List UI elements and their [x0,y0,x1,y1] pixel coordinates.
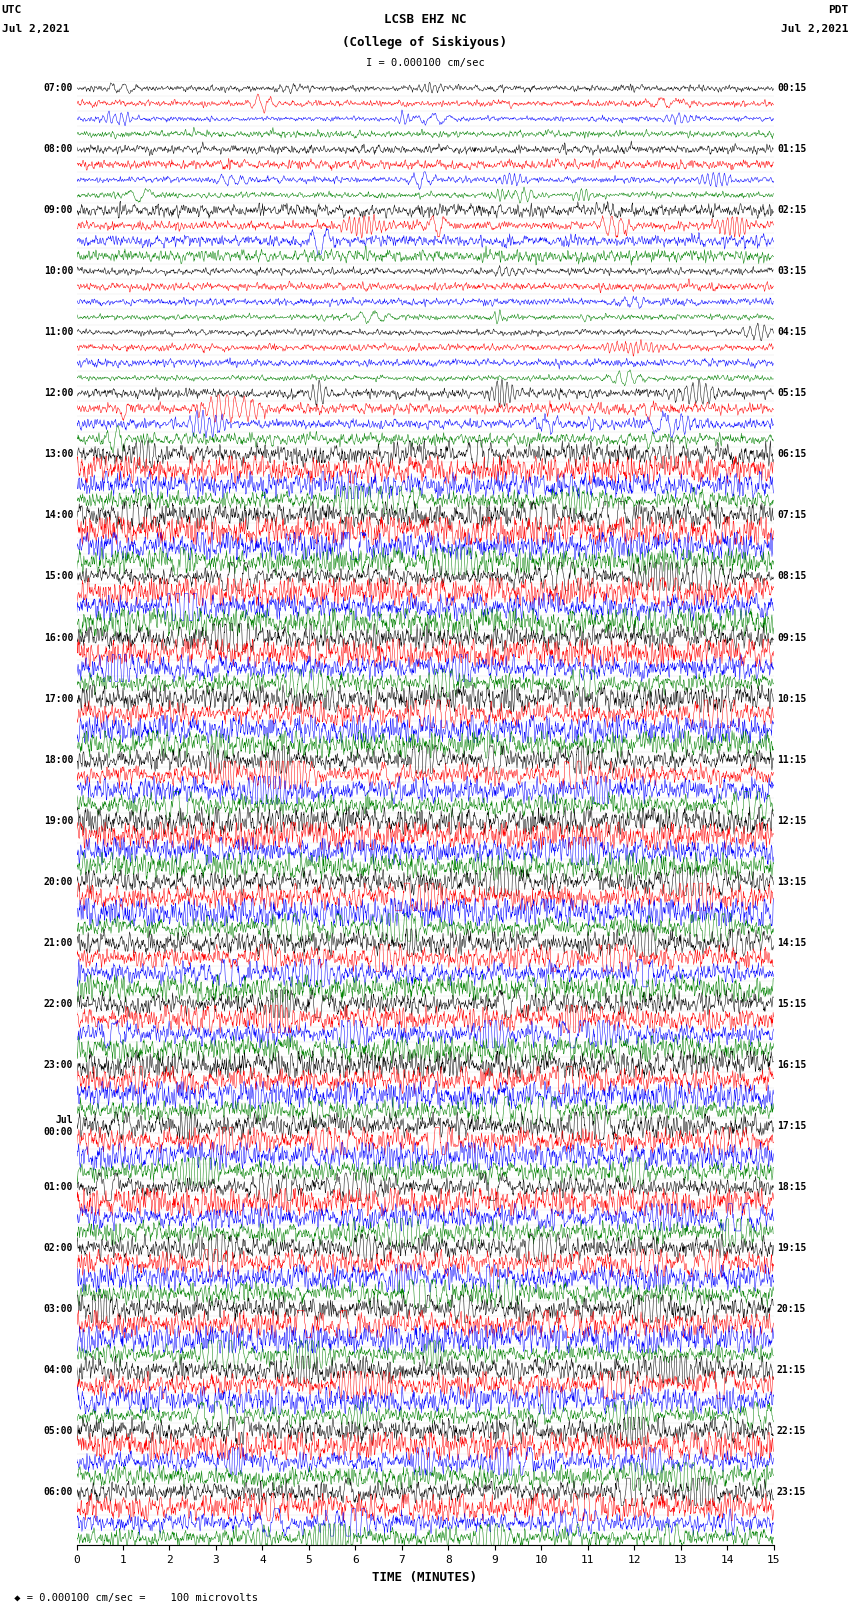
Text: PDT: PDT [828,5,848,15]
Text: 04:00: 04:00 [43,1365,73,1374]
Text: 08:00: 08:00 [43,144,73,155]
Text: 15:00: 15:00 [43,571,73,581]
Text: 07:15: 07:15 [777,510,807,521]
Text: 12:15: 12:15 [777,816,807,826]
Text: 12:00: 12:00 [43,389,73,398]
Text: 06:15: 06:15 [777,450,807,460]
Text: 20:00: 20:00 [43,876,73,887]
Text: 09:15: 09:15 [777,632,807,642]
Text: 18:00: 18:00 [43,755,73,765]
Text: 06:00: 06:00 [43,1487,73,1497]
Text: 17:00: 17:00 [43,694,73,703]
Text: 02:15: 02:15 [777,205,807,215]
Text: 10:15: 10:15 [777,694,807,703]
Text: 00:15: 00:15 [777,84,807,94]
Text: Jul 2,2021: Jul 2,2021 [2,24,69,34]
Text: 08:15: 08:15 [777,571,807,581]
X-axis label: TIME (MINUTES): TIME (MINUTES) [372,1571,478,1584]
Text: I = 0.000100 cm/sec: I = 0.000100 cm/sec [366,58,484,68]
Text: 10:00: 10:00 [43,266,73,276]
Text: ◆ = 0.000100 cm/sec =    100 microvolts: ◆ = 0.000100 cm/sec = 100 microvolts [8,1594,258,1603]
Text: 11:15: 11:15 [777,755,807,765]
Text: 23:00: 23:00 [43,1060,73,1069]
Text: 02:00: 02:00 [43,1242,73,1253]
Text: 04:15: 04:15 [777,327,807,337]
Text: UTC: UTC [2,5,22,15]
Text: 21:00: 21:00 [43,937,73,947]
Text: 22:15: 22:15 [777,1426,807,1436]
Text: 01:00: 01:00 [43,1182,73,1192]
Text: 16:15: 16:15 [777,1060,807,1069]
Text: 15:15: 15:15 [777,998,807,1008]
Text: 18:15: 18:15 [777,1182,807,1192]
Text: 19:15: 19:15 [777,1242,807,1253]
Text: Jul 2,2021: Jul 2,2021 [781,24,848,34]
Text: 03:00: 03:00 [43,1303,73,1313]
Text: (College of Siskiyous): (College of Siskiyous) [343,35,507,48]
Text: 07:00: 07:00 [43,84,73,94]
Text: 03:15: 03:15 [777,266,807,276]
Text: 16:00: 16:00 [43,632,73,642]
Text: 14:00: 14:00 [43,510,73,521]
Text: 20:15: 20:15 [777,1303,807,1313]
Text: 09:00: 09:00 [43,205,73,215]
Text: 14:15: 14:15 [777,937,807,947]
Text: Jul
00:00: Jul 00:00 [43,1115,73,1137]
Text: LCSB EHZ NC: LCSB EHZ NC [383,13,467,26]
Text: 13:15: 13:15 [777,876,807,887]
Text: 21:15: 21:15 [777,1365,807,1374]
Text: 17:15: 17:15 [777,1121,807,1131]
Text: 11:00: 11:00 [43,327,73,337]
Text: 22:00: 22:00 [43,998,73,1008]
Text: 01:15: 01:15 [777,144,807,155]
Text: 23:15: 23:15 [777,1487,807,1497]
Text: 19:00: 19:00 [43,816,73,826]
Text: 05:15: 05:15 [777,389,807,398]
Text: 13:00: 13:00 [43,450,73,460]
Text: 05:00: 05:00 [43,1426,73,1436]
